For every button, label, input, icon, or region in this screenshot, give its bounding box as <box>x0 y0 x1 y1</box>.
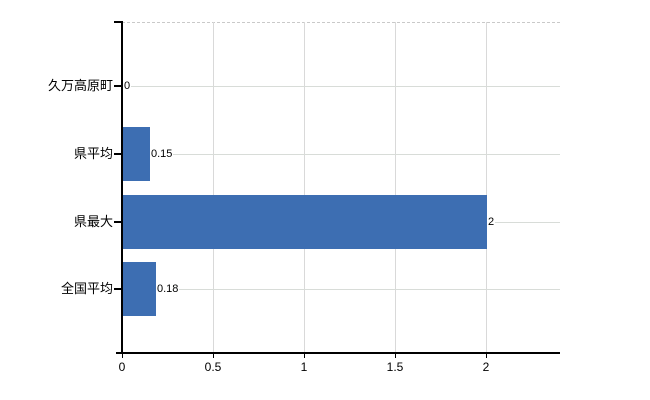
category-label: 久万高原町 <box>47 78 113 93</box>
y-axis-end-tick <box>114 21 123 23</box>
y-axis-tick <box>114 85 121 87</box>
x-gridline <box>486 22 487 353</box>
x-tick-label: 1 <box>300 360 308 374</box>
x-tick-label: 2 <box>482 360 490 374</box>
y-gridline <box>123 86 560 87</box>
x-tick-label: 0 <box>118 360 126 374</box>
x-gridline <box>304 22 305 353</box>
y-gridline <box>123 154 560 155</box>
y-axis-tick <box>114 221 121 223</box>
x-axis-line <box>116 352 560 354</box>
category-label: 全国平均 <box>60 281 113 296</box>
bar-value-label: 2 <box>487 215 496 229</box>
x-axis-tick <box>122 353 123 358</box>
y-axis-tick <box>114 153 121 155</box>
category-label: 県平均 <box>73 146 113 161</box>
x-gridline <box>213 22 214 353</box>
plot-top-border <box>122 22 560 23</box>
x-axis-tick <box>486 353 487 358</box>
bar-value-label: 0 <box>123 79 132 93</box>
category-label: 県最大 <box>73 214 113 229</box>
bar-value-label: 0.18 <box>156 282 180 296</box>
bar-value-label: 0.15 <box>150 147 174 161</box>
x-gridline <box>395 22 396 353</box>
x-axis-tick <box>304 353 305 358</box>
bar <box>123 262 156 316</box>
x-tick-label: 1.5 <box>386 360 404 374</box>
bar <box>123 127 150 181</box>
y-axis-tick <box>114 288 121 290</box>
x-axis-tick <box>395 353 396 358</box>
y-axis-line <box>121 21 123 353</box>
y-gridline <box>123 289 560 290</box>
x-tick-label: 0.5 <box>204 360 222 374</box>
x-axis-tick <box>213 353 214 358</box>
bar <box>123 195 487 249</box>
